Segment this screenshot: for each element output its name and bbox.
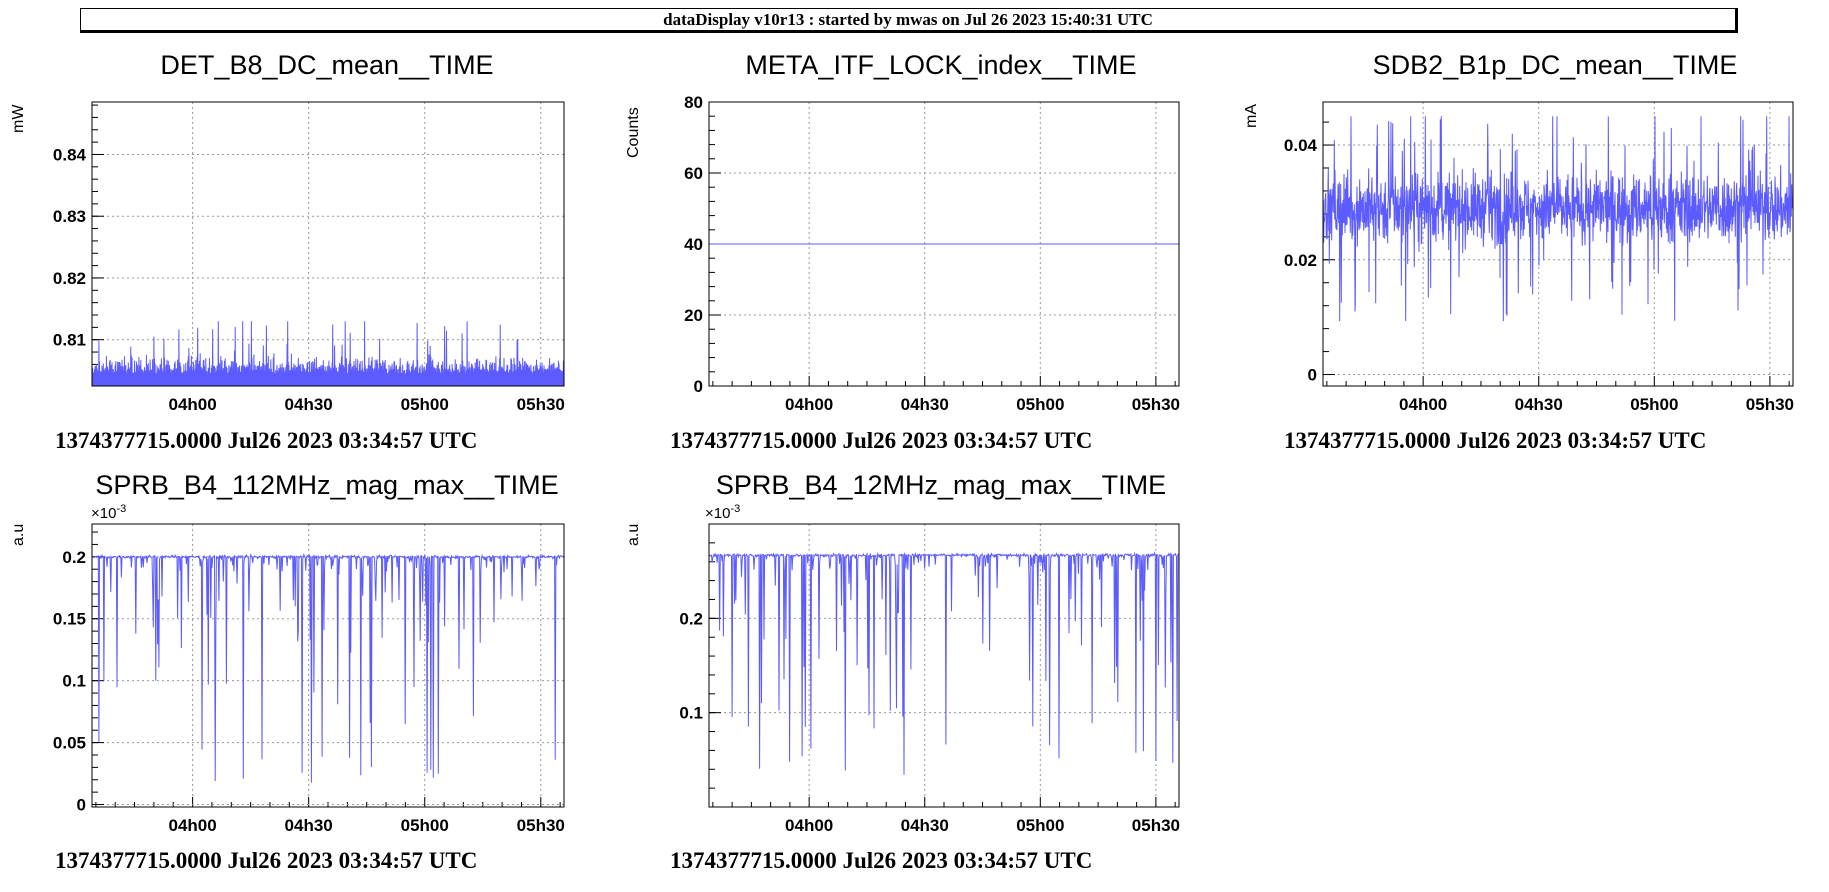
x-tick-label: 05h30: [1746, 395, 1794, 414]
plot-frame: [708, 101, 1180, 387]
plot-frame: [708, 523, 1180, 808]
x-tick-label: 04h30: [901, 816, 949, 835]
x-tick-label: 04h00: [168, 816, 216, 835]
y-axis-multiplier: ×10-3: [91, 503, 127, 522]
y-tick-label: 0.15: [53, 610, 86, 629]
x-tick-label: 05h00: [1016, 816, 1064, 835]
chart-title: DET_B8_DC_mean__TIME: [160, 50, 494, 80]
y-tick-label: 40: [684, 235, 703, 254]
y-tick-label: 80: [684, 93, 703, 112]
x-tick-label: 04h30: [1515, 395, 1563, 414]
y-tick-label: 20: [684, 306, 703, 325]
chart-footer-timestamp: 1374377715.0000 Jul26 2023 03:34:57 UTC: [55, 848, 478, 873]
y-axis-multiplier: ×10-3: [705, 503, 741, 522]
y-tick-label: 0.1: [62, 672, 86, 691]
y-tick-label: 0.05: [53, 734, 86, 753]
x-tick-label: 05h00: [1016, 395, 1064, 414]
y-tick-label: 0.83: [53, 207, 86, 226]
plot-background: [92, 102, 564, 386]
plot-background: [92, 524, 564, 807]
series-line: [92, 552, 564, 783]
chart-footer-timestamp: 1374377715.0000 Jul26 2023 03:34:57 UTC: [55, 428, 478, 453]
x-tick-label: 05h30: [517, 395, 565, 414]
y-tick-label: 60: [684, 164, 703, 183]
y-tick-label: 0.2: [62, 548, 86, 567]
x-tick-label: 05h00: [401, 395, 449, 414]
x-tick-label: 04h00: [168, 395, 216, 414]
x-tick-label: 04h30: [285, 816, 333, 835]
y-tick-label: 0.04: [1284, 136, 1318, 155]
chart-footer-timestamp: 1374377715.0000 Jul26 2023 03:34:57 UTC: [670, 848, 1093, 873]
chart-title: META_ITF_LOCK_index__TIME: [745, 50, 1137, 80]
series-line: [709, 551, 1179, 775]
y-tick-label: 0.82: [53, 269, 86, 288]
x-tick-label: 04h00: [1399, 395, 1447, 414]
x-tick-label: 05h00: [401, 816, 449, 835]
x-tick-label: 04h30: [285, 395, 333, 414]
y-tick-label: 0.81: [53, 331, 86, 350]
display-banner: dataDisplay v10r13 : started by mwas on …: [80, 8, 1738, 33]
x-tick-label: 04h30: [901, 395, 949, 414]
y-tick-label: 0.84: [53, 145, 87, 164]
chart-title: SPRB_B4_12MHz_mag_max__TIME: [715, 470, 1167, 500]
chart-footer-timestamp: 1374377715.0000 Jul26 2023 03:34:57 UTC: [1284, 428, 1707, 453]
x-tick-label: 05h30: [517, 816, 565, 835]
series-line: [1323, 116, 1793, 322]
y-tick-label: 0: [77, 796, 86, 815]
y-tick-label: 0: [694, 377, 703, 396]
chart-footer-timestamp: 1374377715.0000 Jul26 2023 03:34:57 UTC: [670, 428, 1093, 453]
series-line: [92, 321, 564, 386]
y-tick-label: 0.2: [679, 609, 703, 628]
y-tick-label: 0.1: [679, 704, 703, 723]
x-tick-label: 04h00: [785, 816, 833, 835]
y-tick-label: 0: [1308, 366, 1317, 385]
plot-frame: [91, 523, 565, 808]
x-tick-label: 05h00: [1630, 395, 1678, 414]
plot-frame: [91, 101, 565, 387]
x-tick-label: 04h00: [785, 395, 833, 414]
y-tick-label: 0.02: [1284, 251, 1317, 270]
plot-frame: [1322, 101, 1794, 387]
x-tick-label: 05h30: [1132, 816, 1180, 835]
chart-title: SDB2_B1p_DC_mean__TIME: [1372, 50, 1738, 80]
chart-title: SPRB_B4_112MHz_mag_max__TIME: [95, 470, 559, 500]
x-tick-label: 05h30: [1132, 395, 1180, 414]
